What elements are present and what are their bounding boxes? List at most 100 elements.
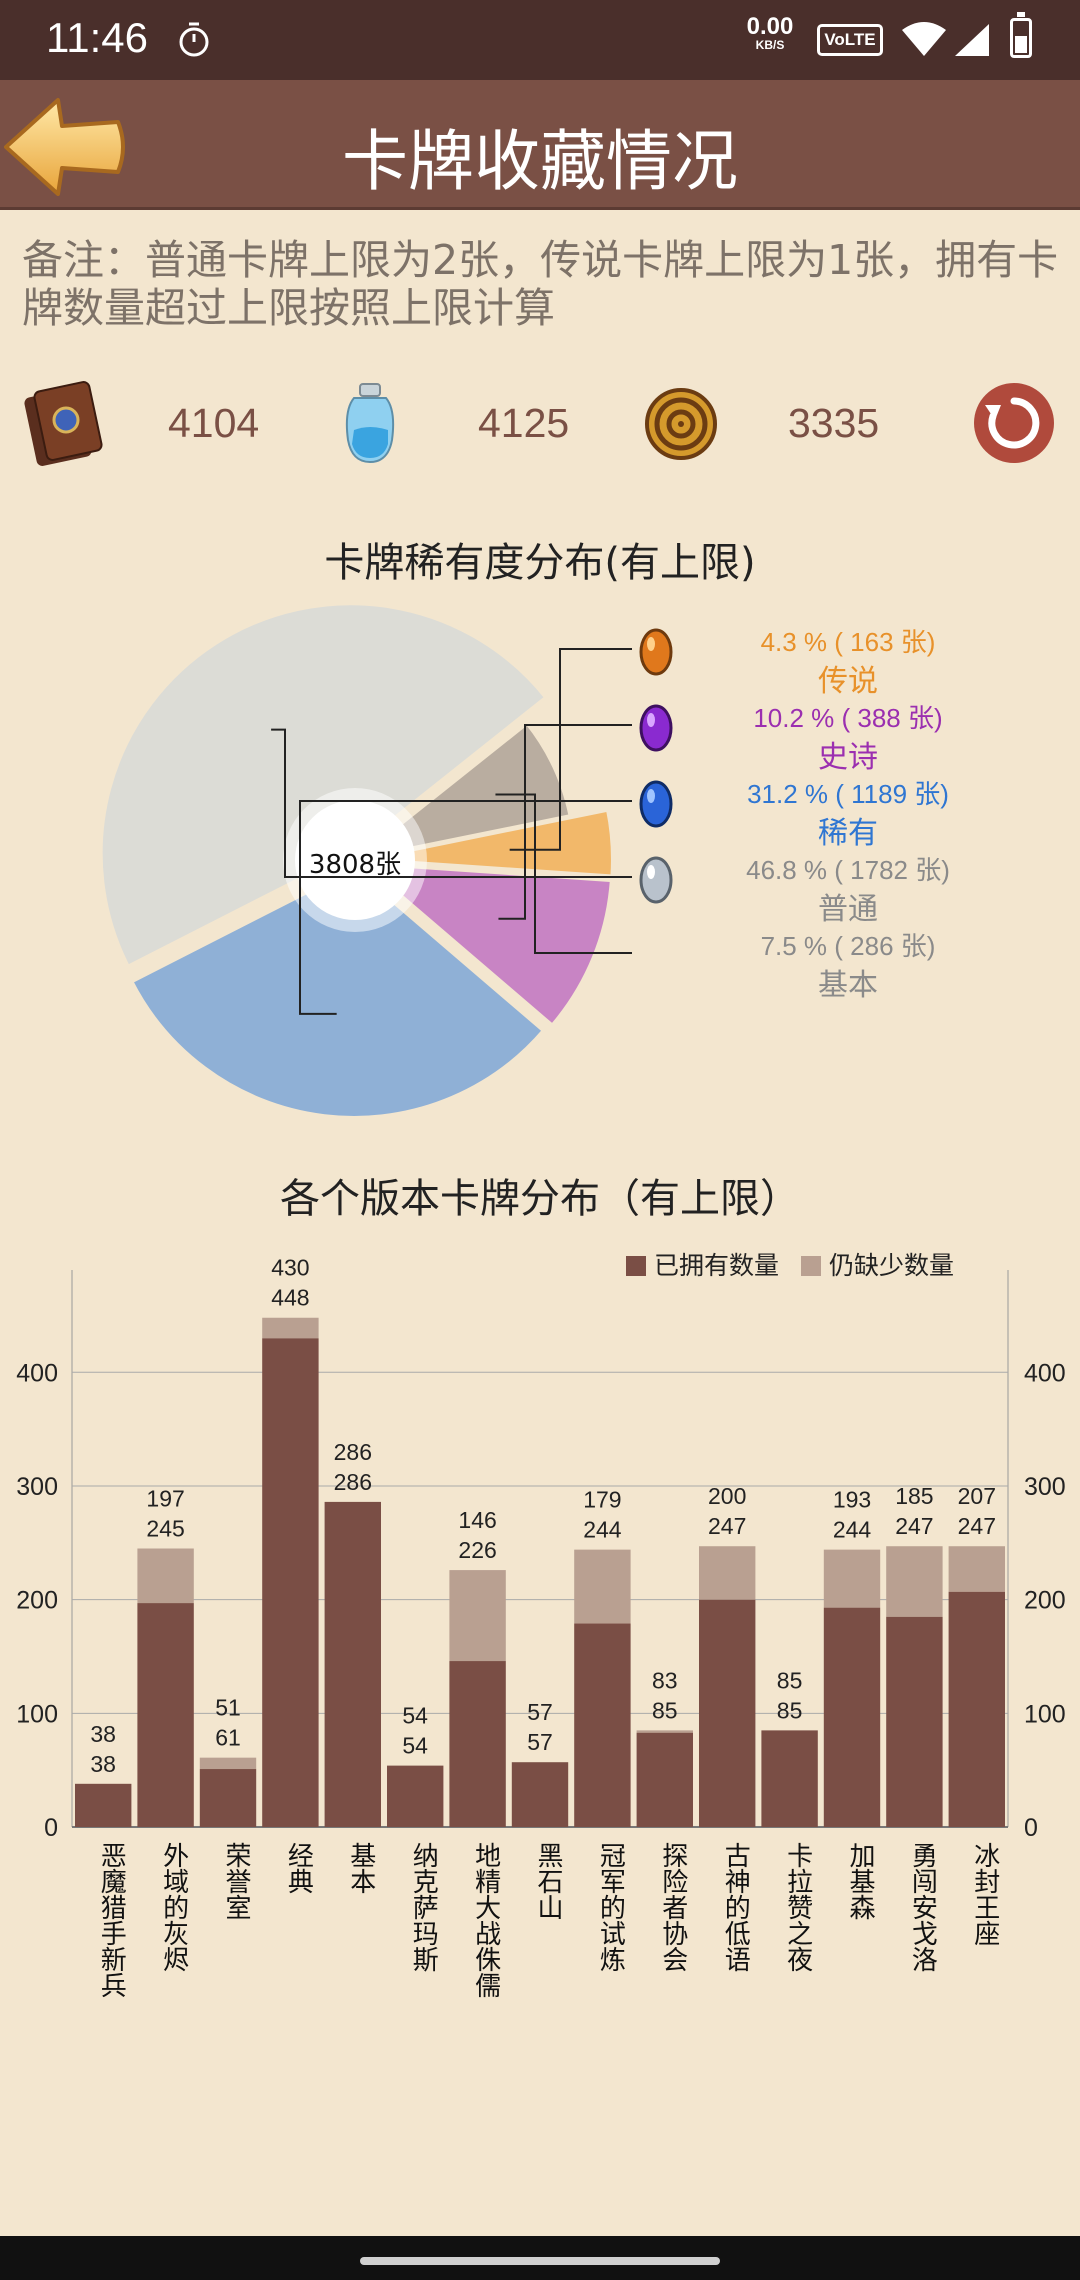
refresh-icon [985,397,1040,449]
gold-coin-icon [645,388,717,460]
y-tick-label-right: 300 [1024,1473,1066,1501]
app-bar: 卡牌收藏情况 [0,80,1080,210]
x-tick-label: 荣誉室 [221,1842,251,1920]
gold-count: 3335 [788,400,880,446]
bar-total-label: 247 [895,1513,933,1539]
x-tick-label: 冰封王座 [969,1842,1000,1946]
legend-missing: 仍缺少数量 [800,1246,954,1282]
x-tick-label: 探险者协会 [657,1842,688,1972]
bar-owned [387,1765,444,1827]
bar-owned [948,1591,1005,1827]
y-tick-label-right: 100 [1024,1700,1066,1728]
refresh-button[interactable] [974,383,1054,463]
bar-missing [823,1549,881,1608]
leader-rare [299,800,632,1015]
bar-owned-label: 51 [215,1695,241,1721]
bar-missing [449,1570,506,1662]
rare-pct: 31.2 % ( 1189 张) [747,779,949,809]
x-tick-label: 外域的灰烬 [158,1842,189,1972]
arrow-left-icon [4,98,125,196]
x-tick-label: 加基森 [845,1842,875,1920]
bar-owned [574,1623,631,1827]
bar-missing [262,1317,319,1339]
bar-total-label: 244 [583,1517,622,1543]
back-button[interactable] [0,92,130,202]
bar-owned-label: 193 [833,1487,871,1513]
bar-total-label: 57 [527,1729,553,1755]
bar-owned [511,1762,569,1827]
common-pct: 46.8 % ( 1782 张) [746,855,950,885]
pie-total-label: 3808张 [308,850,402,880]
bar-owned-label: 200 [708,1483,746,1509]
y-tick-label-right: 200 [1024,1587,1066,1615]
legend-missing-label: 仍缺少数量 [828,1251,954,1280]
bar-total-label: 85 [777,1697,803,1723]
bar-chart-legend: 已拥有数量 仍缺少数量 [626,1246,968,1282]
bar-total-label: 38 [90,1751,116,1777]
battery-icon [1010,12,1032,58]
bar-owned [699,1599,756,1827]
bar-owned-label: 57 [527,1699,553,1725]
bar-owned [449,1661,506,1827]
bar-chart-title: 各个版本卡牌分布（有上限） [280,1176,800,1222]
legend-owned: 已拥有数量 [626,1246,779,1282]
signal-icon [955,24,989,56]
bar-owned [137,1603,194,1827]
bar-missing [886,1546,943,1617]
home-gesture-bar[interactable] [360,2257,720,2265]
leader-basic [495,793,632,954]
bar-total-label: 54 [402,1733,428,1759]
bar-owned [823,1607,881,1827]
bar-total-label: 85 [652,1697,678,1723]
y-tick-label-left: 300 [16,1473,58,1501]
bar-owned-label: 83 [652,1667,678,1693]
pie-slice-epic [356,860,614,1029]
bar-owned-label: 85 [777,1667,803,1693]
x-tick-label: 黑石山 [533,1842,563,1920]
bar-total-label: 226 [458,1537,496,1563]
x-tick-label: 勇闯安戈洛 [907,1842,938,1972]
wifi-icon [902,22,946,56]
basic-name: 基本 [818,968,878,1003]
bar-owned-label: 286 [334,1439,372,1465]
x-tick-label: 地精大战侏儒 [470,1842,501,1998]
bar-owned [75,1783,132,1827]
y-tick-label-left: 100 [16,1700,58,1728]
epic-pct: 10.2 % ( 388 张) [753,703,943,733]
bar-owned-label: 54 [402,1703,428,1729]
x-tick-label: 冠军的试炼 [595,1842,626,1972]
pie-slice-common [98,601,550,970]
navigation-bar [0,2236,1080,2280]
network-speed: 0.00 KB/S [740,15,800,53]
bar-owned-label: 38 [90,1721,116,1747]
bar-missing [199,1757,257,1770]
pie-hole [295,800,415,920]
x-tick-label: 纳克萨玛斯 [408,1842,439,1972]
bar-total-label: 247 [708,1513,746,1539]
leader-epic [498,724,632,920]
bar-total-label: 286 [334,1469,372,1495]
x-tick-label: 卡拉赞之夜 [782,1842,813,1972]
timer-icon [179,22,209,57]
bar-owned-label: 430 [271,1255,309,1281]
legendary-pct: 4.3 % ( 163 张) [760,627,936,657]
bar-total-label: 244 [833,1517,872,1543]
bar-missing [574,1549,631,1624]
bar-missing [137,1548,194,1604]
volte-badge: VoLTE [817,24,883,56]
legendary-gem-icon [639,628,673,676]
rare-gem-icon [639,780,673,828]
bar-owned-label: 197 [146,1486,184,1512]
bar-total-label: 448 [271,1285,309,1311]
x-tick-label: 基本 [345,1842,376,1894]
y-tick-label-right: 0 [1024,1814,1038,1842]
arcane-dust-count: 4125 [478,400,570,446]
bar-owned [636,1732,693,1827]
bar-owned [199,1769,257,1827]
epic-gem-icon [639,704,673,752]
x-tick-label: 古神的低语 [720,1842,751,1972]
status-time: 11:46 [46,14,148,61]
bar-owned-label: 207 [958,1483,996,1509]
page-title: 卡牌收藏情况 [342,123,738,200]
bar-owned-label: 146 [458,1507,496,1533]
